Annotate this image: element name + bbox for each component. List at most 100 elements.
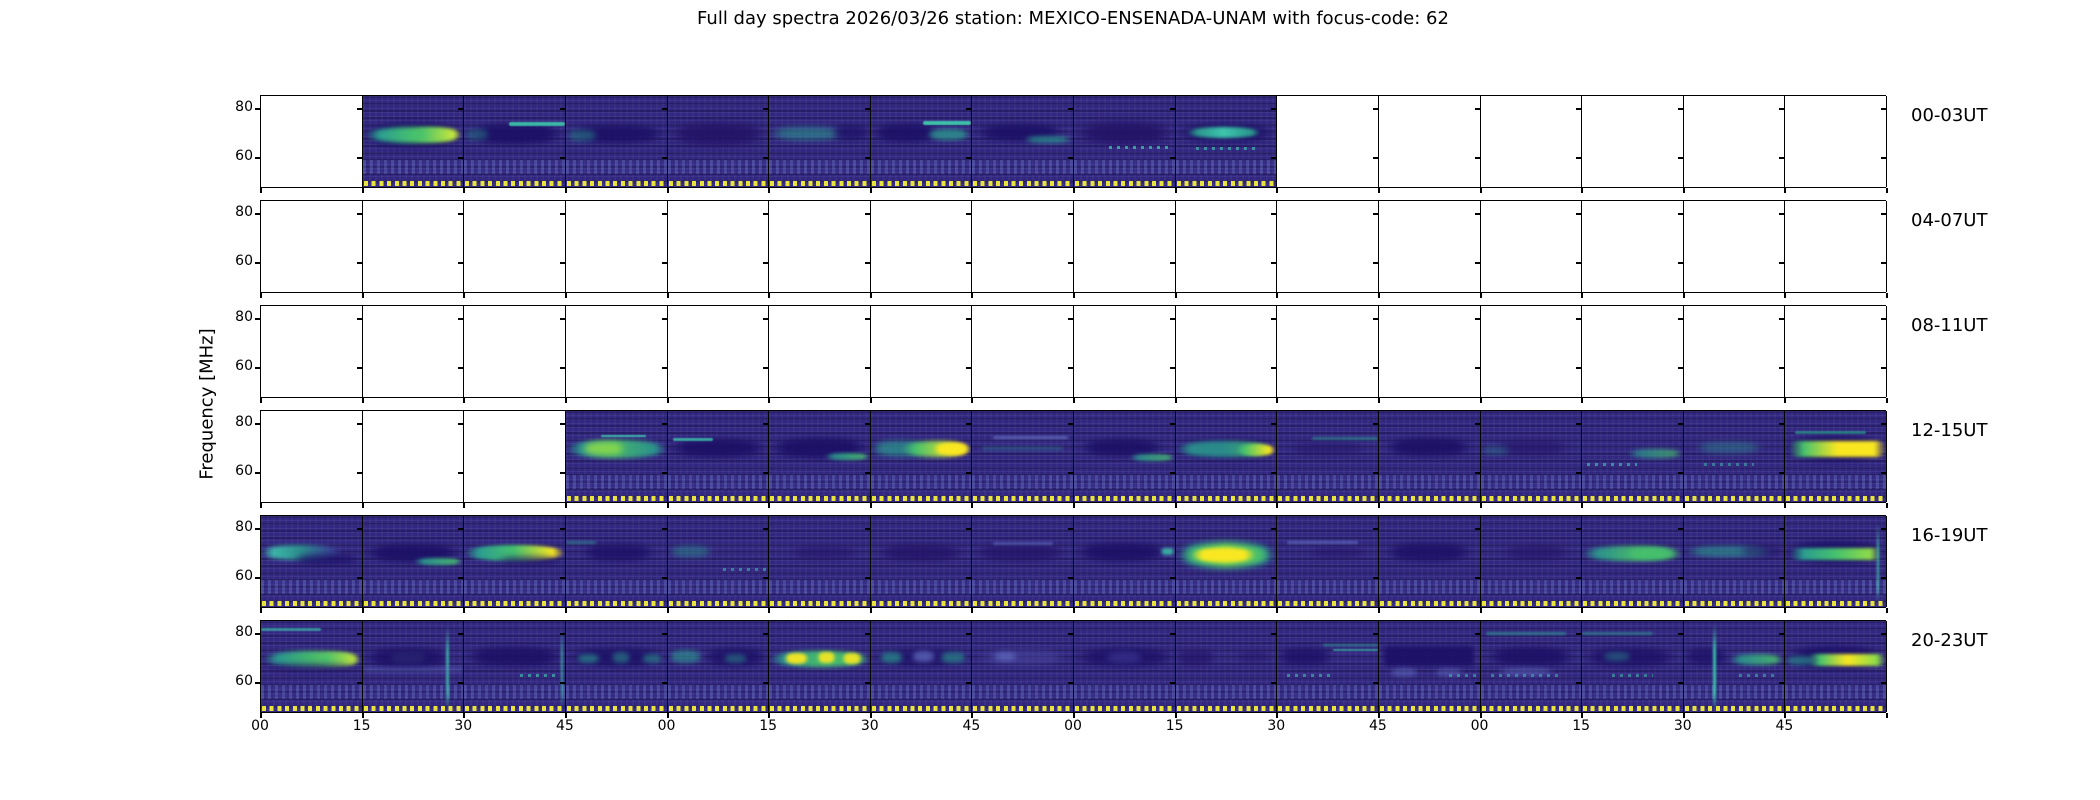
emission-feature bbox=[1807, 653, 1886, 666]
y-axis-tick bbox=[559, 633, 566, 635]
y-axis-tick bbox=[1271, 423, 1278, 425]
emission-feature bbox=[1587, 462, 1638, 467]
spectrogram-segment bbox=[1277, 621, 1379, 712]
x-axis-tick bbox=[564, 503, 567, 508]
emission-feature bbox=[784, 652, 810, 664]
x-axis-tick bbox=[1276, 713, 1279, 718]
y-axis-tick bbox=[356, 682, 363, 684]
row-time-range-label: 16-19UT bbox=[1911, 525, 1988, 546]
row-time-range-label: 08-11UT bbox=[1911, 315, 1988, 336]
y-axis-tick bbox=[1881, 682, 1887, 684]
y-axis-tick bbox=[1474, 262, 1481, 264]
x-axis-tick bbox=[971, 293, 974, 298]
y-axis-tick bbox=[1068, 262, 1074, 264]
spectrogram-segment bbox=[1480, 621, 1583, 712]
spectrogram-segment bbox=[1074, 411, 1176, 502]
y-axis-tick bbox=[1372, 157, 1379, 159]
y-axis-tick bbox=[1474, 108, 1481, 110]
x-axis-tick bbox=[768, 293, 771, 298]
x-axis-tick bbox=[1682, 608, 1685, 613]
y-axis-tick bbox=[1474, 213, 1481, 215]
y-tick-label: 60 bbox=[235, 673, 253, 689]
emission-feature bbox=[316, 652, 360, 666]
x-axis-tick bbox=[361, 713, 364, 718]
emission-feature bbox=[667, 546, 713, 557]
x-axis-tick bbox=[1073, 503, 1075, 508]
emission-feature bbox=[926, 128, 972, 140]
y-axis-tick bbox=[356, 528, 363, 530]
empty-segment bbox=[464, 411, 566, 502]
emission-feature bbox=[841, 652, 862, 664]
empty-segment bbox=[1074, 201, 1176, 292]
emission-feature bbox=[722, 653, 748, 663]
y-tick-label: 60 bbox=[235, 568, 253, 584]
spectrogram-segment bbox=[1074, 621, 1176, 712]
emission-feature bbox=[1729, 653, 1785, 665]
x-axis-tick bbox=[260, 503, 262, 508]
spectra-row-00-03ut: 80 60 00-03UT bbox=[235, 95, 1987, 193]
y-axis-tick bbox=[1881, 157, 1887, 159]
spectrogram-segment bbox=[870, 621, 973, 712]
y-axis-tick bbox=[1169, 213, 1176, 215]
y-axis-tick bbox=[458, 157, 465, 159]
y-axis-tick bbox=[1677, 318, 1684, 320]
emission-feature bbox=[1383, 438, 1475, 457]
y-tick-label: 60 bbox=[235, 148, 253, 164]
y-axis-tick bbox=[763, 682, 770, 684]
spectrogram-segment bbox=[1582, 411, 1684, 502]
y-axis-tick bbox=[1372, 633, 1379, 635]
x-axis-tick bbox=[1682, 293, 1685, 298]
emission-feature bbox=[1383, 646, 1475, 667]
emission-feature bbox=[1236, 651, 1272, 662]
emission-feature bbox=[992, 436, 1068, 440]
spectrogram-segment bbox=[1683, 621, 1786, 712]
emission-feature bbox=[672, 438, 713, 442]
y-axis-tick bbox=[1372, 367, 1379, 369]
spectrogram-segment bbox=[1582, 516, 1684, 607]
x-axis-tick bbox=[564, 713, 567, 718]
y-axis-tick bbox=[559, 682, 566, 684]
y-axis-tick bbox=[1779, 262, 1786, 264]
emission-feature bbox=[1287, 441, 1368, 455]
y-tick-label: 80 bbox=[235, 204, 253, 220]
x-axis-tick bbox=[1073, 398, 1075, 403]
y-axis-tick bbox=[1372, 318, 1379, 320]
emission-feature bbox=[923, 121, 972, 125]
y-axis-tick bbox=[1474, 577, 1481, 579]
emission-feature bbox=[1602, 651, 1633, 662]
y-axis-tick bbox=[1677, 262, 1684, 264]
y-axis-tick bbox=[1779, 318, 1786, 320]
y-tick-label: 80 bbox=[235, 624, 253, 640]
empty-segment bbox=[1277, 306, 1379, 397]
x-axis-tick bbox=[1377, 188, 1380, 193]
x-axis-tick bbox=[463, 713, 466, 718]
x-axis-tick bbox=[260, 293, 262, 298]
figure-title: Full day spectra 2026/03/26 station: MEX… bbox=[697, 8, 1449, 29]
emission-feature bbox=[1582, 648, 1678, 667]
emission-feature bbox=[1190, 547, 1257, 563]
emission-feature bbox=[1789, 441, 1886, 458]
y-axis-tick bbox=[458, 682, 465, 684]
y-axis-tick bbox=[1576, 157, 1583, 159]
emission-feature bbox=[1449, 673, 1478, 677]
spectrogram-segment bbox=[972, 411, 1074, 502]
x-axis-tick bbox=[1377, 293, 1380, 298]
empty-segment bbox=[972, 201, 1074, 292]
spectrogram-segment bbox=[565, 516, 668, 607]
y-axis-tick bbox=[864, 682, 871, 684]
x-tick-label: 00 bbox=[657, 718, 676, 734]
y-axis-tick bbox=[1576, 318, 1583, 320]
emission-feature bbox=[464, 128, 491, 140]
x-tick-label: 30 bbox=[1267, 718, 1286, 734]
x-axis-tick bbox=[361, 293, 364, 298]
emission-feature bbox=[575, 653, 602, 663]
emission-feature bbox=[722, 567, 769, 572]
y-axis-tick bbox=[255, 318, 261, 320]
x-axis-tick bbox=[564, 398, 567, 403]
y-axis-tick bbox=[559, 472, 566, 474]
y-axis-tick bbox=[559, 318, 566, 320]
y-axis-tick bbox=[1474, 528, 1481, 530]
x-axis-tick bbox=[768, 608, 771, 613]
empty-segment bbox=[1582, 306, 1684, 397]
x-axis-tick bbox=[463, 398, 466, 403]
